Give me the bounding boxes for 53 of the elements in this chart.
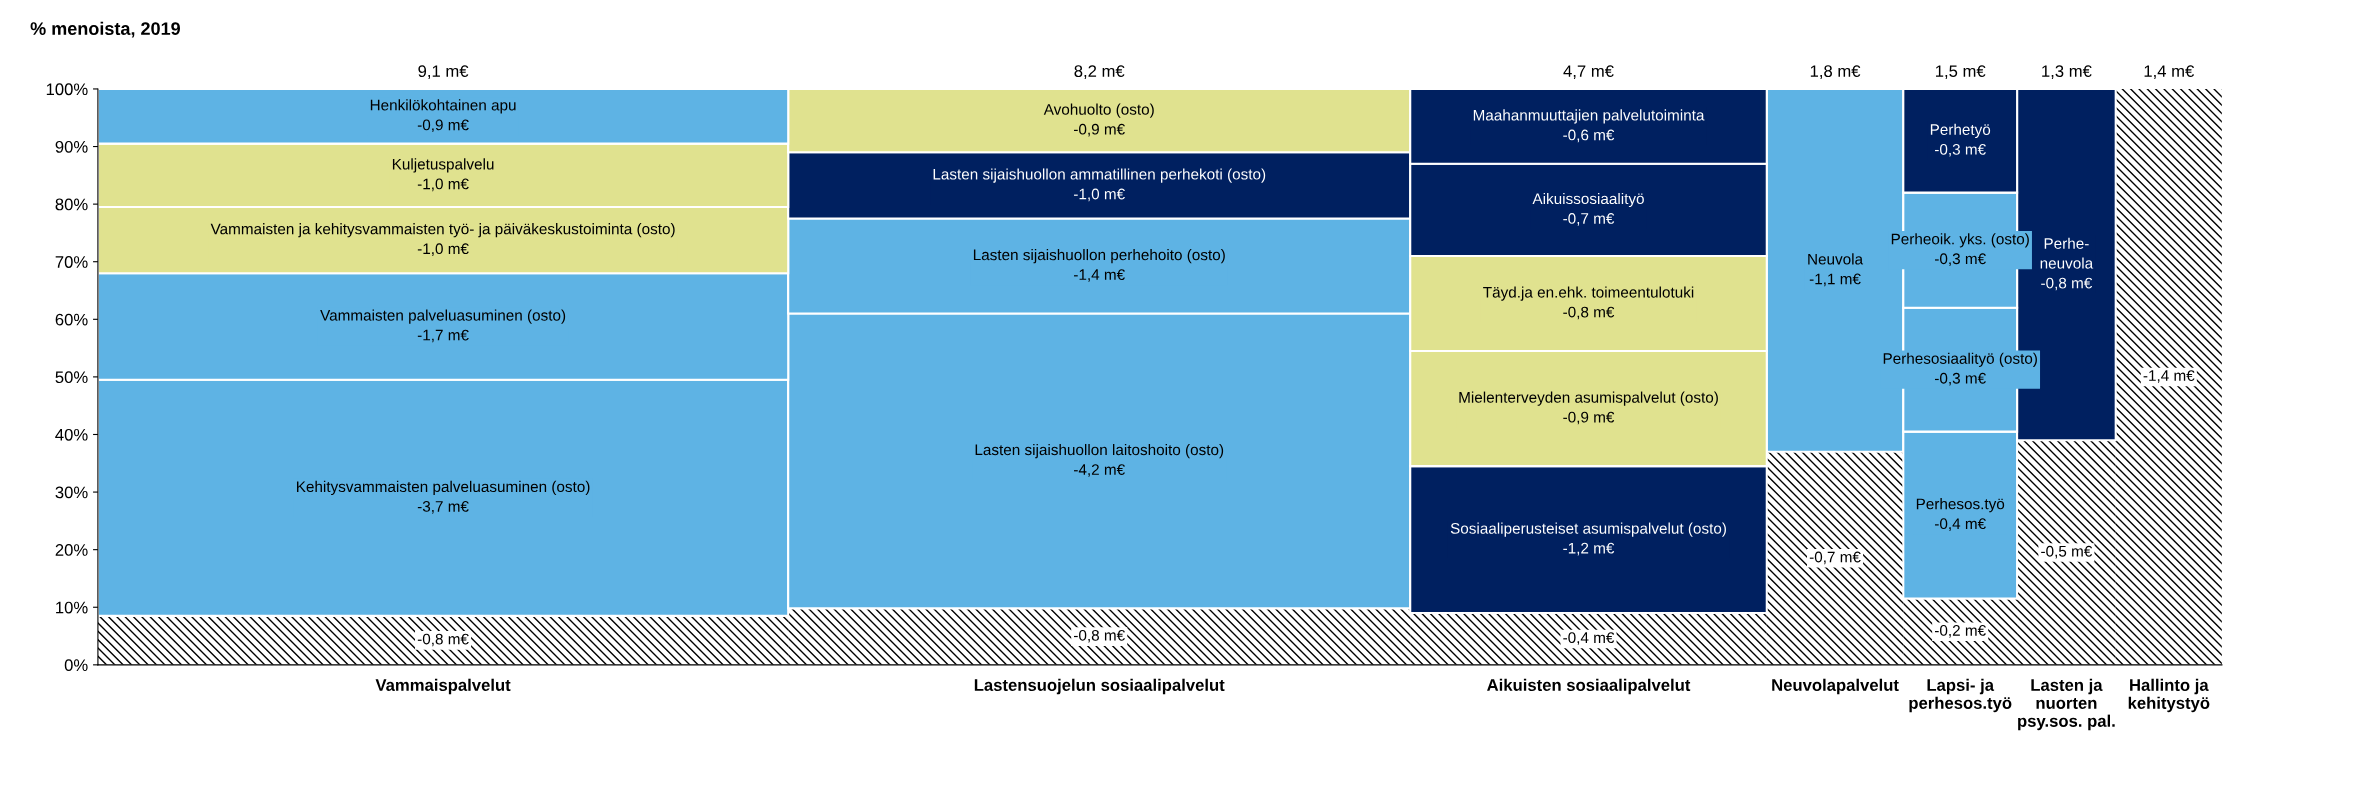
y-tick-label: 90% <box>55 140 88 153</box>
annotation: -1,4 m€ <box>2143 370 2195 383</box>
x-tick-label: Lastensuojelun sosiaalipalvelut <box>974 678 1225 695</box>
annotation: Aikuissosiaalityö -0,7 m€ <box>1532 192 1644 226</box>
annotation: Vammaisten palveluasuminen (osto) -1,7 m€ <box>320 309 566 343</box>
x-tick-label: Hallinto ja kehitystyö <box>2128 678 2210 713</box>
annotation: -0,4 m€ <box>1563 632 1615 645</box>
annotation: Mielenterveyden asumispalvelut (osto) -0,9 m€ <box>1459 391 1718 425</box>
y-tick-label: 100% <box>46 83 88 96</box>
x-tick-label: Vammaispalvelut <box>375 678 511 695</box>
annotation: Avohuolto (osto) -0,9 m€ <box>1043 103 1154 137</box>
annotation: Neuvola -1,1 m€ <box>1808 253 1864 287</box>
annotation: -0,8 m€ <box>417 633 469 647</box>
y-tick-label: 80% <box>55 198 88 211</box>
annotation: -0,5 m€ <box>2041 545 2093 559</box>
chart-title: % menoista, 2019 <box>30 21 180 38</box>
y-tick-label: 60% <box>55 313 88 326</box>
annotation: Henkilökohtainen apu -0,9 m€ <box>370 99 516 133</box>
y-tick-label: 70% <box>55 256 88 268</box>
x-tick-label: Aikuisten sosiaalipalvelut <box>1487 678 1691 695</box>
annotation: -0,8 m€ <box>1074 629 1125 643</box>
text: 1,8 m€ <box>1810 65 1861 79</box>
y-tick-label: 40% <box>55 428 88 441</box>
y-tick-label: 10% <box>56 601 88 614</box>
text: 1,3 m€ <box>2042 65 2092 79</box>
text: 8,2 m€ <box>1074 65 1125 79</box>
annotation: Vammaisten ja kehitysvammaisten työ- ja päiväkeskustoiminta (osto) -1,0 m€ <box>210 223 675 256</box>
y-tick-label: 50% <box>55 371 88 384</box>
x-tick-label: Neuvolapalvelut <box>1772 678 1899 695</box>
annotation: -0,2 m€ <box>1934 625 1986 638</box>
text: 1,4 m€ <box>2144 65 2195 79</box>
annotation: Kehitysvammaisten palveluasuminen (osto) -3,7 m€ <box>297 480 590 514</box>
annotation: -0,7 m€ <box>1809 551 1861 565</box>
y-tick-label: 0% <box>64 659 88 672</box>
annotation: Maahanmuuttajien palvelutoiminta -0,6 m€ <box>1473 109 1705 143</box>
annotation: Sosiaaliperusteiset asumispalvelut (osto) -1,2 m€ <box>1450 522 1726 556</box>
annotation: Perhesos.työ -0,4 m€ <box>1916 498 2005 531</box>
annotation: Kuljetuspalvelu -1,0 m€ <box>392 158 494 192</box>
annotation: Perheoik. yks. (osto) -0,3 m€ <box>1891 233 2029 266</box>
annotation: Perhe- neuvola -0,8 m€ <box>2040 237 2094 291</box>
text: 9,1 m€ <box>418 65 469 79</box>
text: 4,7 m€ <box>1563 65 1614 79</box>
y-tick-label: 30% <box>55 486 88 499</box>
annotation: Lasten sijaishuollon perhehoito (osto) -1,4 m€ <box>973 249 1225 282</box>
x-tick-label: Lasten ja nuorten psy.sos. pal. <box>2018 678 2115 731</box>
annotation: Lasten sijaishuollon ammatillinen perhekoti (osto) -1,0 m€ <box>933 168 1266 202</box>
text: 1,5 m€ <box>1936 65 1986 79</box>
annotation: Täyd.ja en.ehk. toimeentulotuki -0,8 m€ <box>1483 286 1694 320</box>
annotation: Perhesosiaalityö (osto) -0,3 m€ <box>1883 352 2037 386</box>
annotation: Perhetyö -0,3 m€ <box>1930 123 1991 157</box>
annotation: Lasten sijaishuollon laitoshoito (osto) -4,2 m€ <box>975 443 1224 477</box>
x-tick-label: Lapsi- ja perhesos.työ <box>1909 678 2012 713</box>
y-tick-label: 20% <box>55 544 88 556</box>
